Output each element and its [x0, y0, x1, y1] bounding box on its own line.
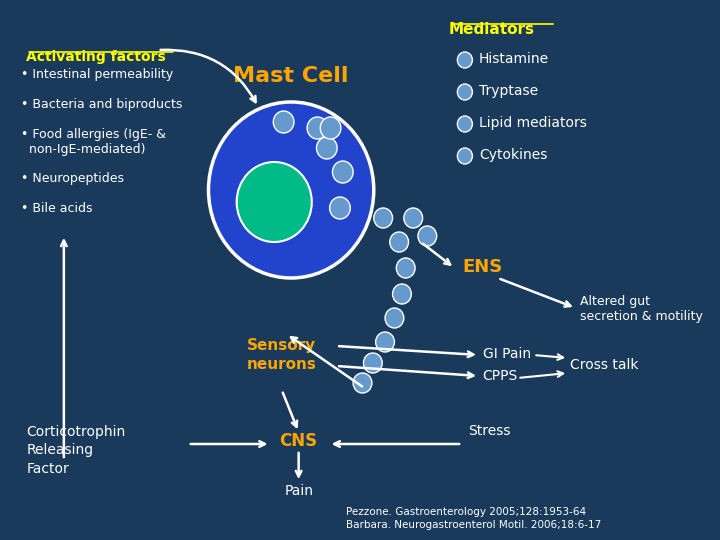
Text: Mediators: Mediators — [449, 22, 535, 37]
Text: • Neuropeptides: • Neuropeptides — [21, 172, 124, 185]
Text: Cytokines: Cytokines — [479, 148, 547, 162]
Text: • Food allergies (IgE- &
  non-IgE-mediated): • Food allergies (IgE- & non-IgE-mediate… — [21, 128, 166, 156]
Text: Altered gut
secretion & motility: Altered gut secretion & motility — [580, 295, 703, 323]
Text: Sensory
neurons: Sensory neurons — [247, 338, 317, 372]
Circle shape — [457, 116, 472, 132]
Text: GI Pain: GI Pain — [482, 347, 531, 361]
Text: CPPS: CPPS — [482, 369, 518, 383]
Text: • Bile acids: • Bile acids — [21, 202, 92, 215]
Circle shape — [396, 258, 415, 278]
Text: Cross talk: Cross talk — [570, 358, 639, 372]
Text: Tryptase: Tryptase — [479, 84, 538, 98]
Circle shape — [457, 148, 472, 164]
Circle shape — [307, 117, 328, 139]
Circle shape — [237, 162, 312, 242]
Circle shape — [364, 353, 382, 373]
Text: Activating factors: Activating factors — [27, 50, 166, 64]
Circle shape — [404, 208, 423, 228]
Circle shape — [320, 117, 341, 139]
Circle shape — [385, 308, 404, 328]
Text: Pain: Pain — [284, 484, 313, 498]
Circle shape — [330, 197, 351, 219]
Text: Lipid mediators: Lipid mediators — [479, 116, 587, 130]
Circle shape — [457, 52, 472, 68]
Text: Mast Cell: Mast Cell — [233, 66, 349, 86]
Text: Pezzone. Gastroenterology 2005;128:1953-64: Pezzone. Gastroenterology 2005;128:1953-… — [346, 507, 586, 517]
Circle shape — [333, 161, 353, 183]
Text: • Bacteria and biproducts: • Bacteria and biproducts — [21, 98, 182, 111]
Circle shape — [353, 373, 372, 393]
Text: CNS: CNS — [279, 432, 318, 450]
Text: • Intestinal permeability: • Intestinal permeability — [21, 68, 173, 81]
Circle shape — [418, 226, 437, 246]
Circle shape — [390, 232, 408, 252]
Circle shape — [392, 284, 411, 304]
Text: Barbara. Neurogastroenterol Motil. 2006;18:6-17: Barbara. Neurogastroenterol Motil. 2006;… — [346, 520, 601, 530]
Circle shape — [376, 332, 395, 352]
Circle shape — [374, 208, 392, 228]
Circle shape — [209, 102, 374, 278]
Circle shape — [274, 111, 294, 133]
Circle shape — [317, 137, 337, 159]
Text: ENS: ENS — [462, 258, 503, 276]
Text: Corticotrophin
Releasing
Factor: Corticotrophin Releasing Factor — [27, 425, 125, 476]
Text: Histamine: Histamine — [479, 52, 549, 66]
Text: Stress: Stress — [468, 424, 510, 438]
Circle shape — [457, 84, 472, 100]
